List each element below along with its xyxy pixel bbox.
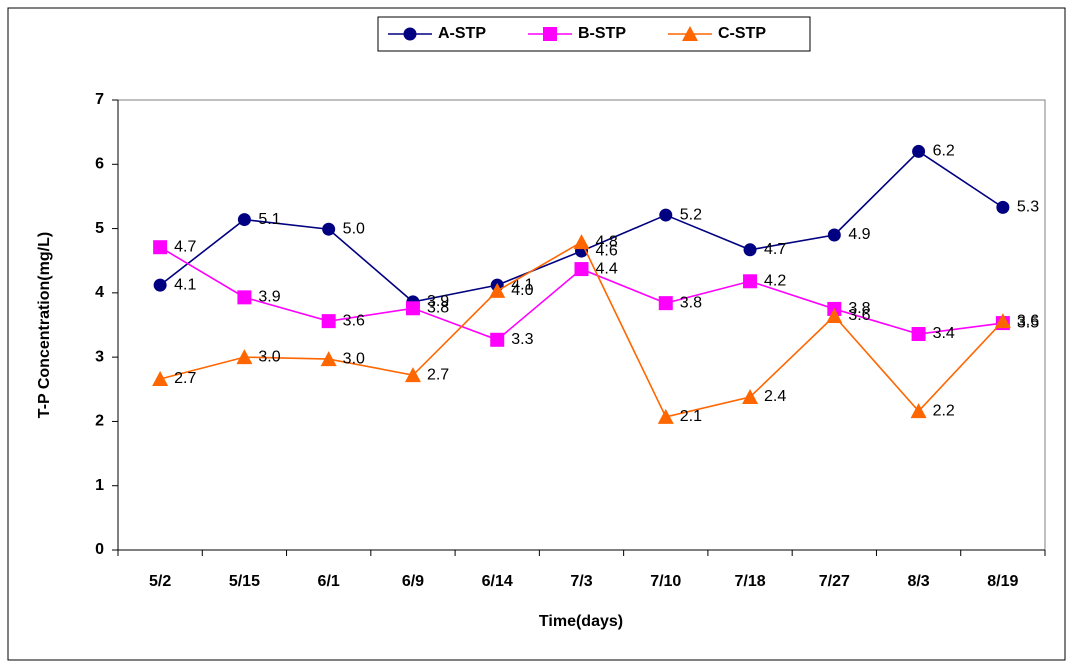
data-label: 4.9: [848, 226, 870, 243]
chart-border: [7, 7, 1066, 661]
data-label: 3.8: [427, 300, 449, 317]
y-tick-label: 3: [95, 348, 104, 365]
data-point: [321, 314, 336, 329]
data-label: 3.6: [1017, 312, 1039, 329]
data-label: 3.8: [680, 294, 702, 311]
legend-label: B-STP: [578, 25, 626, 42]
data-point: [490, 332, 505, 347]
y-tick-label: 7: [95, 91, 104, 108]
data-point: [237, 290, 252, 305]
x-tick-label: 8/19: [987, 573, 1018, 590]
data-label: 4.2: [764, 273, 786, 290]
y-tick-label: 0: [95, 541, 104, 558]
x-tick-label: 7/27: [819, 573, 850, 590]
data-point: [152, 371, 169, 386]
x-tick-label: 5/15: [229, 573, 260, 590]
data-label: 5.3: [1017, 199, 1039, 216]
data-label: 2.1: [680, 408, 702, 425]
y-tick-label: 1: [95, 477, 104, 494]
data-label: 4.1: [174, 276, 196, 293]
data-point: [742, 389, 759, 404]
data-label: 3.9: [427, 293, 449, 310]
data-label: 3.4: [933, 325, 955, 342]
data-point: [574, 262, 589, 277]
data-point: [827, 228, 841, 242]
data-point: [153, 278, 167, 292]
data-label: 3.3: [511, 331, 533, 348]
x-tick-label: 8/3: [907, 573, 929, 590]
data-label: 4.7: [174, 238, 196, 255]
x-tick-label: 5/2: [149, 573, 171, 590]
data-point: [996, 200, 1010, 214]
data-label: 4.4: [596, 260, 618, 277]
x-tick-label: 6/14: [482, 573, 513, 590]
data-point: [912, 144, 926, 158]
data-label: 3.6: [848, 307, 870, 324]
data-label: 4.7: [764, 241, 786, 258]
x-tick-label: 6/9: [402, 573, 424, 590]
legend-label: A-STP: [438, 25, 486, 42]
legend-marker: [543, 27, 557, 41]
data-point: [153, 240, 168, 255]
data-label: 4.1: [511, 276, 533, 293]
data-label: 3.5: [1017, 314, 1039, 331]
x-tick-label: 6/1: [318, 573, 340, 590]
data-point: [322, 222, 336, 236]
legend-box: [377, 16, 811, 52]
data-point: [826, 308, 843, 323]
data-label: 2.2: [933, 402, 955, 419]
data-label: 2.7: [427, 366, 449, 383]
x-axis-title: Time(days): [539, 613, 623, 630]
series-line: [159, 246, 1003, 341]
data-point: [911, 327, 926, 341]
data-label: 2.7: [174, 370, 196, 387]
data-label: 3.8: [848, 300, 870, 317]
y-axis-title: T-P Concentration(mg/L): [36, 232, 53, 418]
data-label: 4.6: [596, 242, 618, 259]
data-label: 5.0: [343, 220, 365, 237]
data-label: 3.9: [258, 289, 280, 306]
legend-label: C-STP: [718, 25, 766, 42]
data-label: 4.0: [511, 282, 533, 299]
data-point: [573, 234, 590, 250]
data-point: [658, 296, 673, 311]
y-tick-label: 5: [95, 220, 104, 237]
data-point: [659, 208, 673, 222]
data-label: 3.0: [258, 348, 280, 365]
y-tick-label: 4: [95, 284, 104, 301]
data-point: [994, 313, 1011, 329]
legend-marker: [682, 26, 698, 41]
y-tick-label: 6: [95, 156, 104, 173]
x-tick-label: 7/18: [734, 573, 765, 590]
data-point: [489, 282, 506, 298]
data-label: 5.2: [680, 206, 702, 223]
series-line: [159, 150, 1004, 303]
y-tick-label: 2: [95, 413, 104, 430]
data-label: 4.8: [596, 233, 618, 250]
data-label: 3.6: [343, 312, 365, 329]
data-label: 3.0: [343, 350, 365, 367]
x-tick-label: 7/10: [650, 573, 681, 590]
data-point: [404, 367, 421, 383]
data-point: [320, 351, 337, 367]
legend-marker: [403, 27, 417, 41]
data-label: 5.1: [258, 211, 280, 228]
data-point: [910, 403, 927, 419]
data-point: [657, 408, 674, 424]
data-point: [743, 274, 758, 289]
data-point: [405, 301, 420, 316]
data-point: [237, 213, 251, 227]
data-point: [743, 243, 757, 257]
data-label: 2.4: [764, 388, 786, 405]
data-label: 6.2: [933, 143, 955, 160]
x-tick-label: 7/3: [570, 573, 592, 590]
plot-area: [117, 99, 1046, 551]
data-point: [236, 349, 253, 365]
